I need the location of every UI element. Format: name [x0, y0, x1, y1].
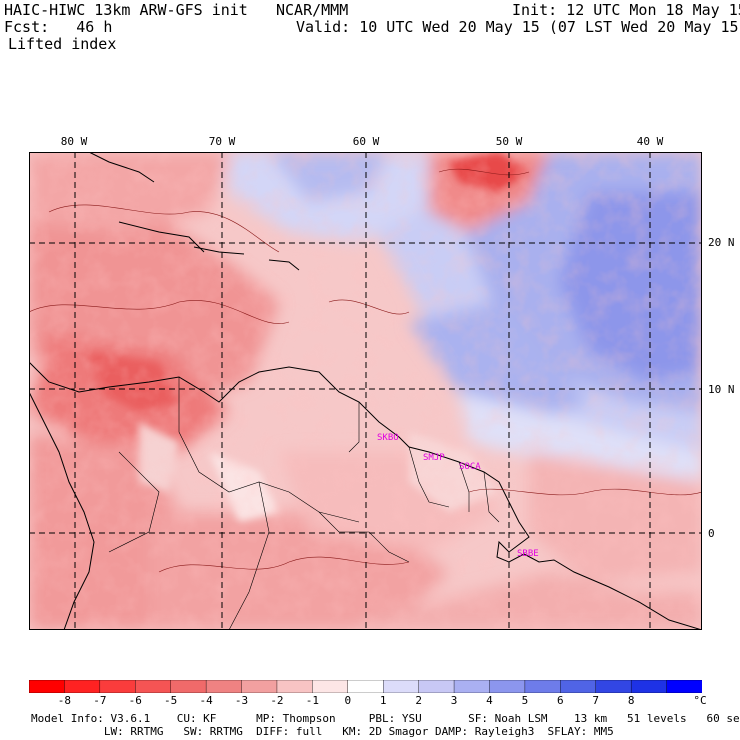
colorbar-segment [489, 680, 526, 693]
field-name: Lifted index [8, 35, 117, 53]
model-title: HAIC-HIWC 13km ARW-GFS init [4, 1, 248, 19]
colorbar-tick-label: -7 [93, 694, 107, 707]
colorbar-tick-label: 8 [627, 694, 635, 707]
colorbar-tick-label: 4 [486, 694, 493, 707]
colorbar-tick-label: -1 [305, 694, 319, 707]
colorbar-segment [666, 680, 702, 693]
colorbar-segment [383, 680, 420, 693]
colorbar-tick-label: 3 [450, 694, 458, 707]
init-time: Init: 12 UTC Mon 18 May 15 [512, 1, 740, 19]
colorbar-segment [347, 680, 384, 693]
valid-time: Valid: 10 UTC Wed 20 May 15 (07 LST Wed … [296, 18, 740, 36]
colorbar-tick-label: -3 [234, 694, 249, 707]
colorbar-tick-label: 7 [592, 694, 600, 707]
lat-label-0: 0 [708, 527, 715, 540]
colorbar-segment [312, 680, 349, 693]
colorbar [29, 680, 702, 693]
map-frame [29, 152, 702, 630]
model-info-line1: Model Info: V3.6.1 CU: KF MP: Thompson P… [31, 712, 740, 725]
colorbar-segment [276, 680, 314, 693]
colorbar-tick-label: -2 [270, 694, 284, 707]
station-label-smjp: SMJP [423, 453, 445, 463]
colorbar-tick-label: 6 [557, 694, 564, 707]
colorbar-segment [29, 680, 66, 693]
colorbar-segment [630, 680, 668, 693]
lon-label-40w: 40 W [636, 135, 664, 148]
colorbar-segment [170, 680, 207, 693]
colorbar-segment [418, 680, 455, 693]
station-label-soca: SOCA [459, 462, 481, 472]
colorbar-segment [595, 680, 632, 693]
colorbar-tick-label: -6 [128, 694, 142, 707]
lon-label-50w: 50 W [495, 135, 523, 148]
colorbar-tick-label: -5 [164, 694, 178, 707]
colorbar-segment [560, 680, 597, 693]
station-label-sbbe: SBBE [517, 549, 539, 559]
li-contours [29, 168, 702, 573]
lon-label-80w: 80 W [60, 135, 88, 148]
model-info-line2: LW: RRTMG SW: RRTMG DIFF: full KM: 2D Sm… [31, 725, 614, 738]
colorbar-segment [241, 680, 278, 693]
colorbar-tick-label: 2 [415, 694, 422, 707]
colorbar-tick-label: 1 [379, 694, 387, 707]
station-label-skbo: SKBO [377, 433, 399, 443]
lat-label-10n: 10 N [708, 383, 735, 396]
colorbar-segment [205, 680, 243, 693]
lat-lon-grid [29, 152, 702, 630]
colorbar-tick-label: 5 [521, 694, 529, 707]
country-borders [108, 377, 500, 630]
colorbar-segment [524, 680, 562, 693]
lon-label-60w: 60 W [352, 135, 380, 148]
colorbar-segment [453, 680, 491, 693]
colorbar-tick-label: -8 [57, 694, 72, 707]
colorbar-tick-label: -4 [199, 694, 213, 707]
field-shading [29, 152, 702, 630]
colorbar-segment [99, 680, 136, 693]
colorbar-segment [135, 680, 172, 693]
organization: NCAR/MMM [276, 1, 349, 19]
forecast-hour: Fcst: 46 h [4, 18, 113, 36]
lon-label-70w: 70 W [208, 135, 236, 148]
colorbar-tick-label: 0 [344, 694, 352, 707]
lat-label-20n: 20 N [708, 236, 735, 249]
colorbar-unit: °C [693, 694, 707, 707]
lifted-index-map [29, 152, 702, 630]
colorbar-segment [64, 680, 101, 693]
